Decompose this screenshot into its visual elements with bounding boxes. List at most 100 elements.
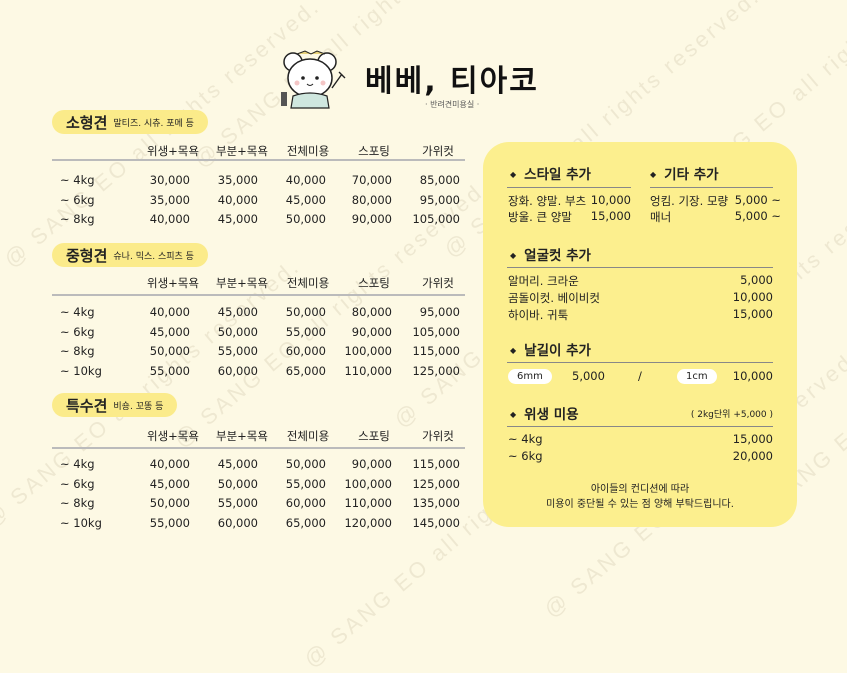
face-item-label: 곰돌이컷. 베이비컷	[508, 291, 600, 305]
price-cell: 50,000	[285, 212, 326, 226]
table-row: ~ 8kg 40,000 45,000 50,000 90,000 105,000	[52, 212, 465, 230]
price-cell: 125,000	[412, 476, 460, 491]
face-item-price: 10,000	[732, 290, 773, 304]
hygiene-weight: ~ 4kg	[508, 432, 543, 446]
style-extra-title: 스타일 추가	[510, 163, 591, 183]
table-row: ~ 8kg 50,000 55,000 60,000 110,000 135,000	[52, 496, 465, 514]
column-header: 스포팅	[358, 144, 390, 158]
column-header: 위생+목욕	[147, 276, 199, 290]
weight-label: ~ 4kg	[60, 305, 95, 319]
price-cell: 55,000	[149, 363, 190, 378]
table-row: ~ 6kg 35,000 40,000 45,000 80,000 95,000	[52, 193, 465, 211]
price-cell: 55,000	[285, 476, 326, 491]
other-item-label: 매너	[650, 210, 672, 224]
price-cell: 115,000	[412, 344, 460, 358]
price-cell: 100,000	[344, 344, 392, 358]
salon-subtitle: · 반려견미용실 ·	[425, 100, 480, 109]
table-row: ~ 6kg 45,000 50,000 55,000 100,000 125,000	[52, 477, 465, 495]
price-cell: 95,000	[419, 192, 460, 207]
weight-label: ~ 4kg	[60, 173, 95, 187]
section-breeds: 비숑. 꼬똥 등	[113, 401, 164, 412]
section-name: 특수견	[66, 396, 108, 415]
price-cell: 100,000	[344, 476, 392, 491]
price-cell: 40,000	[217, 192, 258, 207]
price-cell: 55,000	[217, 344, 258, 358]
section-name: 소형견	[66, 113, 108, 132]
weight-label: ~ 4kg	[60, 457, 95, 471]
column-header: 가위컷	[422, 429, 454, 443]
price-cell: 110,000	[344, 363, 392, 378]
table-row: ~ 4kg 40,000 45,000 50,000 90,000 115,000	[52, 457, 465, 475]
weight-label: ~ 10kg	[60, 363, 102, 378]
table-row: ~ 8kg 50,000 55,000 60,000 100,000 115,000	[52, 344, 465, 362]
price-cell: 30,000	[149, 173, 190, 187]
price-cell: 45,000	[149, 476, 190, 491]
watermark: @ SANG EO all rights reserved.	[0, 0, 325, 273]
face-item-label: 알머리. 크라운	[508, 274, 579, 288]
price-cell: 120,000	[344, 515, 392, 530]
price-cell: 40,000	[149, 457, 190, 471]
section-label: 중형견 슈나. 믹스. 스피츠 등	[52, 243, 208, 267]
weight-label: ~ 6kg	[60, 324, 95, 339]
price-cell: 50,000	[217, 476, 258, 491]
other-item-price: 5,000 ~	[734, 193, 781, 207]
other-extra-title: 기타 추가	[650, 163, 718, 183]
price-cell: 50,000	[217, 324, 258, 339]
price-cell: 90,000	[351, 324, 392, 339]
price-cell: 45,000	[217, 457, 258, 471]
price-cell: 40,000	[285, 173, 326, 187]
price-cell: 105,000	[412, 212, 460, 226]
price-cell: 80,000	[351, 305, 392, 319]
hygiene-price: 15,000	[732, 432, 773, 446]
price-cell: 70,000	[351, 173, 392, 187]
price-cell: 45,000	[217, 212, 258, 226]
section-label: 특수견 비숑. 꼬똥 등	[52, 393, 178, 417]
other-item-label: 엉킴. 기장. 모량	[650, 194, 729, 208]
price-cell: 40,000	[149, 212, 190, 226]
hygiene-price: 20,000	[732, 449, 773, 463]
price-cell: 65,000	[285, 363, 326, 378]
face-item-label: 하이바. 귀툭	[508, 308, 569, 322]
price-cell: 50,000	[149, 344, 190, 358]
extras-panel	[483, 142, 797, 527]
price-cell: 105,000	[412, 324, 460, 339]
price-cell: 135,000	[412, 496, 460, 510]
style-item-price: 15,000	[590, 209, 631, 223]
price-cell: 45,000	[217, 305, 258, 319]
table-header: 위생+목욕 부분+목욕 전체미용 스포팅 가위컷	[52, 428, 465, 446]
bear-with-scissors-logo	[281, 50, 346, 109]
column-header: 전체미용	[286, 144, 330, 158]
table-header: 위생+목욕 부분+목욕 전체미용 스포팅 가위컷	[52, 143, 465, 161]
column-header: 전체미용	[286, 276, 330, 290]
table-row: ~ 10kg 55,000 60,000 65,000 120,000 145,000	[52, 516, 465, 534]
hygiene-title: 위생 미용	[510, 403, 578, 423]
section-name: 중형견	[66, 246, 108, 265]
column-header: 가위컷	[422, 276, 454, 290]
price-cell: 80,000	[351, 192, 392, 207]
column-header: 부분+목욕	[216, 144, 268, 158]
table-row: ~ 6kg 45,000 50,000 55,000 90,000 105,000	[52, 325, 465, 343]
column-header: 부분+목욕	[216, 276, 268, 290]
divider	[52, 159, 465, 161]
price-cell: 85,000	[419, 173, 460, 187]
blade-6mm-chip: 6mm	[508, 369, 552, 384]
footer-notice: 미용이 중단될 수 있는 점 양해 부탁드립니다.	[546, 499, 734, 510]
column-header: 스포팅	[358, 429, 390, 443]
price-cell: 55,000	[217, 496, 258, 510]
hygiene-weight: ~ 6kg	[508, 449, 543, 463]
divider	[52, 294, 465, 296]
weight-label: ~ 10kg	[60, 515, 102, 530]
blade-separator: /	[638, 369, 642, 383]
price-cell: 55,000	[285, 324, 326, 339]
column-header: 위생+목욕	[147, 144, 199, 158]
blade-extra-title: 날길이 추가	[510, 339, 591, 359]
column-header: 전체미용	[286, 429, 330, 443]
blade-1cm-chip: 1cm	[677, 369, 717, 384]
column-header: 가위컷	[422, 144, 454, 158]
price-cell: 50,000	[285, 305, 326, 319]
price-cell: 45,000	[285, 192, 326, 207]
price-cell: 55,000	[149, 515, 190, 530]
price-cell: 145,000	[412, 515, 460, 530]
footer-notice: 아이들의 컨디션에 따라	[590, 484, 690, 495]
price-cell: 60,000	[217, 515, 258, 530]
